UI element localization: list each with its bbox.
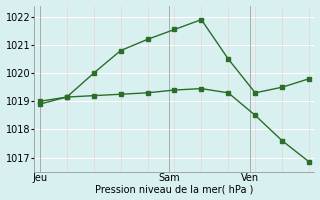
X-axis label: Pression niveau de la mer( hPa ): Pression niveau de la mer( hPa ) xyxy=(95,184,254,194)
